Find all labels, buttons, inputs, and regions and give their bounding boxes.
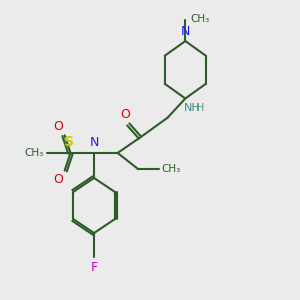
Text: S: S [64, 135, 74, 149]
Text: CH₃: CH₃ [25, 148, 44, 158]
Text: N: N [181, 25, 190, 38]
Text: H: H [196, 103, 205, 113]
Text: CH₃: CH₃ [190, 14, 210, 24]
Text: NH: NH [184, 103, 201, 113]
Text: O: O [53, 173, 63, 186]
Text: O: O [120, 108, 130, 121]
Text: N: N [89, 136, 99, 149]
Text: O: O [53, 120, 63, 133]
Text: CH₃: CH₃ [162, 164, 181, 174]
Text: F: F [91, 261, 98, 274]
